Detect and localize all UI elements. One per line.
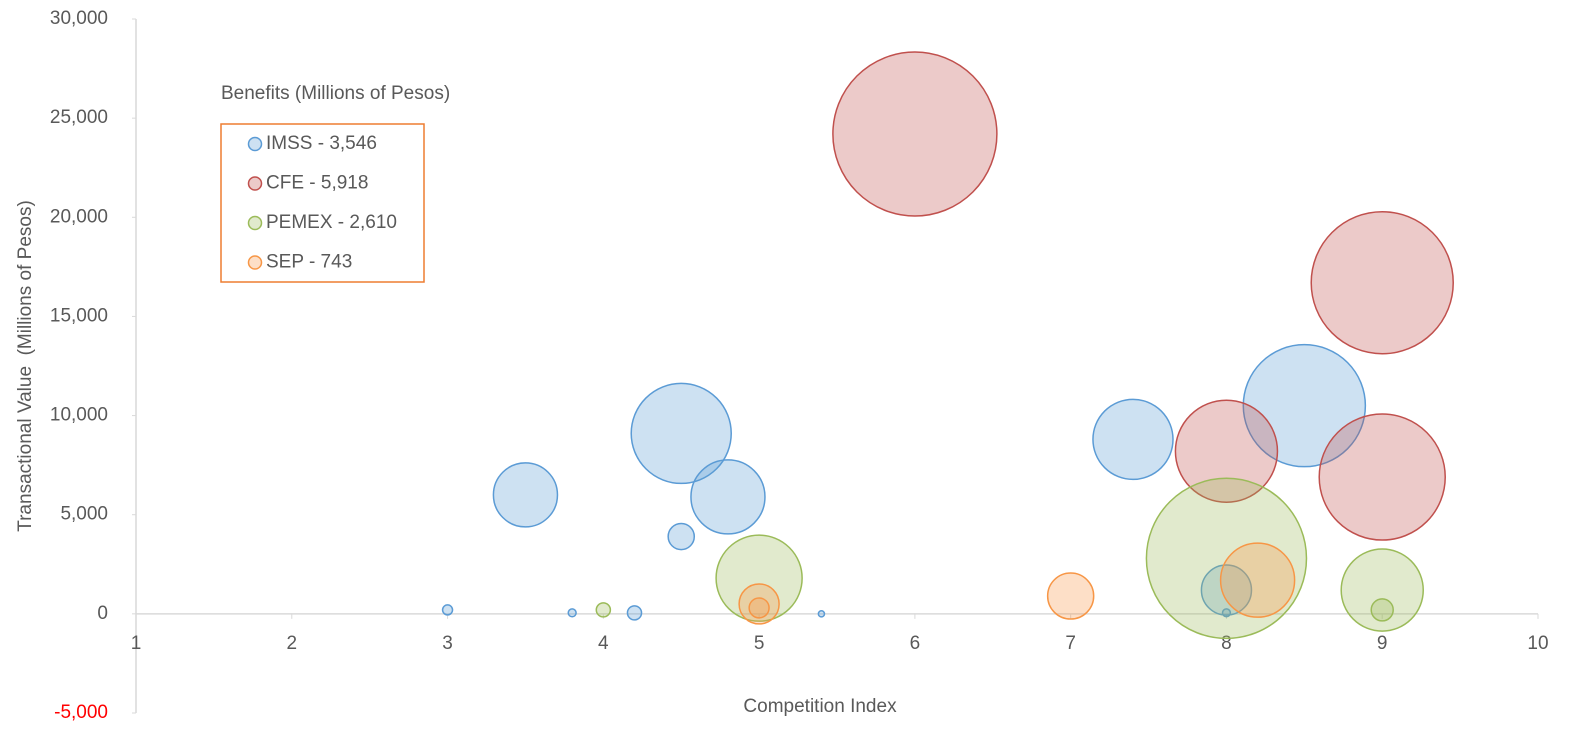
x-tick-label: 7 (1065, 633, 1076, 654)
bubble (1200, 564, 1253, 616)
bubble (441, 604, 454, 616)
legend-box (220, 123, 425, 283)
bubble (1318, 413, 1446, 541)
y-tick-label: 20,000 (50, 206, 108, 227)
legend-label: PEMEX - 2,610 (266, 212, 397, 233)
x-tick-label: 9 (1377, 633, 1388, 654)
bubble (567, 608, 577, 618)
bubble (1219, 542, 1296, 618)
legend-marker (247, 255, 263, 270)
y-tick-label: 30,000 (50, 8, 108, 29)
bubble (748, 597, 770, 619)
y-tick-label: 15,000 (50, 305, 108, 326)
bubble (1145, 477, 1308, 640)
bubble (626, 605, 643, 621)
y-tick-label: 10,000 (50, 405, 108, 426)
legend-label: IMSS - 3,546 (266, 133, 377, 154)
legend-label: SEP - 743 (266, 252, 352, 273)
bubble (1046, 572, 1095, 620)
y-tick-label: 25,000 (50, 107, 108, 128)
y-tick-label: 0 (97, 603, 108, 624)
x-axis-title: Competition Index (743, 696, 897, 717)
legend-marker (247, 176, 263, 191)
bubble (690, 459, 766, 535)
bubble (1310, 210, 1454, 355)
y-tick-label: -5,000 (54, 702, 108, 723)
bubble (715, 534, 803, 622)
bubble (1092, 398, 1174, 481)
x-tick-label: 10 (1527, 633, 1548, 654)
y-axis-title: Transactional Value (Millions of Pesos) (15, 200, 36, 532)
legend-marker (247, 215, 263, 231)
legend-label: CFE - 5,918 (266, 173, 368, 194)
bubble (595, 602, 612, 618)
bubble (630, 382, 732, 485)
bubble (832, 51, 998, 217)
x-tick-label: 2 (286, 633, 297, 654)
x-tick-label: 3 (442, 633, 453, 654)
legend-marker (247, 136, 263, 152)
bubble (667, 522, 696, 551)
x-tick-label: 5 (754, 633, 765, 654)
bubble (492, 462, 559, 528)
bubble (1370, 598, 1394, 622)
x-tick-label: 8 (1221, 633, 1232, 654)
legend-title: Benefits (Millions of Pesos) (221, 83, 450, 104)
x-tick-label: 4 (598, 633, 609, 654)
bubble (1221, 608, 1232, 618)
bubble (817, 610, 826, 618)
y-tick-label: 5,000 (60, 504, 108, 525)
bubble (1174, 399, 1279, 504)
bubble (738, 583, 780, 625)
bubble (1340, 548, 1424, 632)
x-tick-label: 6 (910, 633, 921, 654)
x-tick-label: 1 (131, 633, 142, 654)
